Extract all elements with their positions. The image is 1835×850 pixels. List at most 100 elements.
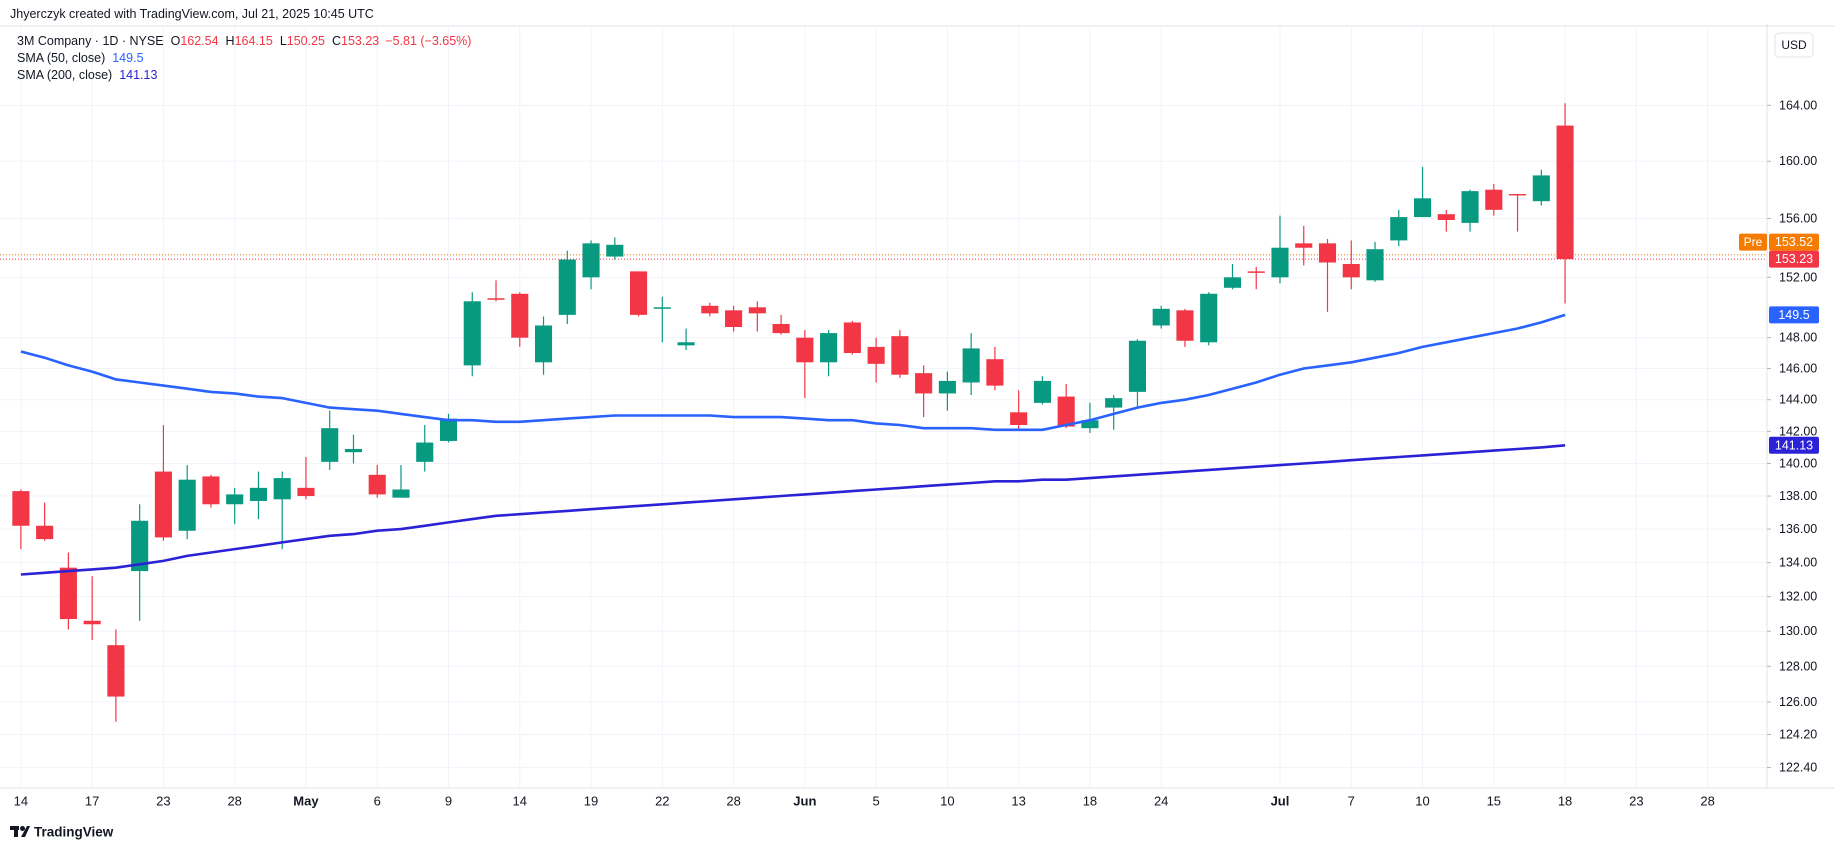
premarket-price-label: 153.52	[1775, 235, 1813, 249]
candle-body	[202, 476, 220, 505]
x-tick-label: 14	[513, 794, 527, 809]
y-tick-label: 144.00	[1779, 393, 1817, 407]
candle-body	[178, 479, 196, 531]
y-tick-label: 156.00	[1779, 212, 1817, 226]
x-tick-label: 10	[1415, 794, 1429, 809]
legend-value: 149.5	[112, 51, 143, 65]
change-value: −5.81 (−3.65%)	[385, 34, 471, 48]
candle-body	[1081, 420, 1099, 429]
candle-body	[558, 259, 576, 315]
y-tick-label: 134.00	[1779, 556, 1817, 570]
candle-body	[748, 307, 766, 314]
last-price-label: 153.23	[1775, 252, 1813, 266]
candle-body	[368, 474, 386, 495]
candle-body	[1105, 398, 1123, 408]
x-tick-label: 24	[1154, 794, 1168, 809]
candle-body	[843, 322, 861, 354]
x-tick-label: 17	[85, 794, 99, 809]
candle-body	[725, 310, 743, 328]
candle-body	[1176, 310, 1194, 341]
candle-body	[487, 298, 505, 300]
sma-line	[20, 444, 1566, 576]
sma-axis-label-box	[1769, 306, 1819, 324]
candle-body	[439, 418, 458, 441]
candle-body	[1342, 263, 1360, 278]
legend-value: 141.13	[119, 68, 157, 82]
candle-body	[1152, 308, 1170, 326]
candle-body	[83, 620, 101, 625]
ohlc-value: 162.54	[180, 34, 218, 48]
legend-name: SMA (200, close)	[17, 68, 112, 82]
candle-body	[36, 525, 54, 540]
header: Jhyerczyk created with TradingView.com, …	[10, 7, 374, 21]
ohlc-value: 153.23	[341, 34, 379, 48]
x-tick-label: 18	[1083, 794, 1097, 809]
sma-line	[20, 313, 1566, 432]
y-tick-label: 148.00	[1779, 331, 1817, 345]
candle-body	[1532, 175, 1550, 202]
y-tick-label: 128.00	[1779, 659, 1817, 673]
y-tick-label: 152.00	[1779, 270, 1817, 284]
x-tick-label: May	[293, 794, 319, 809]
y-tick-label: 140.00	[1779, 456, 1817, 470]
candle-body	[606, 244, 624, 257]
candle-body	[653, 307, 671, 309]
y-tick-label: 130.00	[1779, 624, 1817, 638]
footer-logo	[10, 826, 30, 837]
candle-body	[1509, 193, 1527, 196]
candle-body	[1556, 125, 1574, 260]
candle-body	[772, 323, 790, 334]
candle-body	[321, 428, 339, 462]
y-tick-label: 142.00	[1779, 424, 1817, 438]
candle-body	[867, 346, 885, 364]
candle-body	[677, 342, 695, 346]
candle-body	[1271, 247, 1289, 278]
candle-body	[1057, 396, 1075, 427]
footer: TradingView	[34, 825, 114, 840]
legend-row: SMA (50, close) 149.5	[17, 51, 144, 65]
candle-body	[1010, 412, 1028, 425]
x-tick-label: Jul	[1271, 794, 1290, 809]
candle-body	[1295, 243, 1313, 248]
candle-body	[131, 520, 149, 572]
ohlc-value: 150.25	[287, 34, 325, 48]
candle-body	[915, 373, 933, 394]
candle-body	[416, 442, 434, 462]
candle-body	[938, 380, 956, 394]
candle-body	[1366, 249, 1384, 281]
x-tick-label: 15	[1487, 794, 1501, 809]
candle-body	[1485, 189, 1503, 210]
candle-body	[1390, 217, 1408, 241]
candle-body	[630, 271, 648, 315]
ohlc-label: L	[280, 34, 287, 48]
candle-body	[986, 359, 1004, 386]
candle-body	[1461, 191, 1479, 223]
legend-name: SMA (50, close)	[17, 51, 105, 65]
currency-box[interactable]	[1774, 32, 1814, 58]
premarket-tag-box	[1739, 233, 1767, 251]
currency[interactable]: USD	[1781, 38, 1807, 52]
premarket-tag: Pre	[1744, 235, 1763, 249]
candle-body	[1437, 214, 1455, 220]
x-tick-label: 28	[1700, 794, 1714, 809]
candle-body	[154, 471, 172, 538]
x-tick-label: 28	[227, 794, 241, 809]
ohlc-label: C	[332, 34, 341, 48]
x-tick-label: 14	[14, 794, 28, 809]
candle-body	[1413, 198, 1432, 218]
candle-body	[1128, 340, 1146, 392]
candle-body	[226, 494, 244, 505]
y-tick-label: 122.40	[1779, 761, 1817, 775]
x-tick-label: 22	[655, 794, 669, 809]
x-tick-label: 28	[726, 794, 740, 809]
candle-body	[1247, 271, 1265, 273]
candle-body	[1318, 243, 1337, 263]
x-tick-label: 23	[156, 794, 170, 809]
y-tick-label: 124.20	[1779, 728, 1817, 742]
y-tick-label: 132.00	[1779, 590, 1817, 604]
legend-main: 3M Company · 1D · NYSE O162.54 H164.15 L150…	[17, 34, 471, 48]
ohlc-value: 164.15	[235, 34, 273, 48]
legend-row: SMA (200, close) 141.13	[17, 68, 157, 82]
candle-body	[297, 487, 315, 497]
